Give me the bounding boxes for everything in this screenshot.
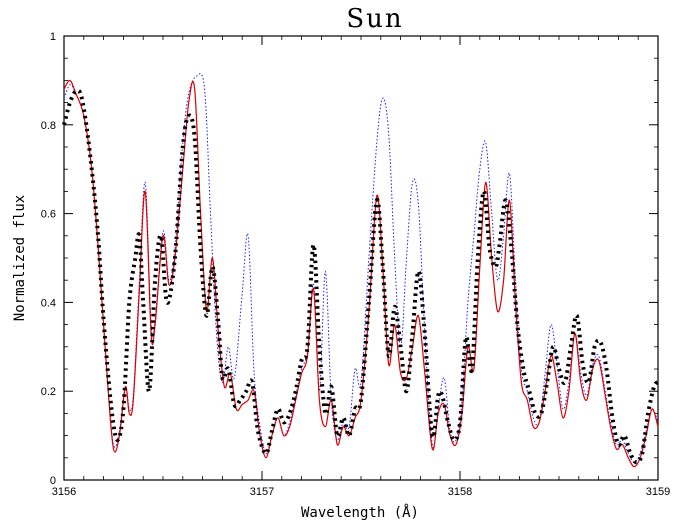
x-axis-title: Wavelength (Å) (301, 504, 419, 521)
y-tick-label: 0.2 (41, 386, 56, 398)
plot-frame (63, 35, 659, 481)
y-tick-label: 0.8 (41, 120, 56, 132)
chart-title: Sun (346, 4, 403, 34)
x-tick-label: 3156 (52, 486, 76, 498)
y-axis-title: Normalized flux (12, 195, 28, 321)
y-tick-label: 0.6 (41, 209, 56, 221)
series-layer (62, 73, 660, 468)
axis-tick-labels: 3156 3157 3158 3159 0 0.2 0.4 0.6 0.8 1 (41, 31, 671, 498)
series-red-solid (63, 79, 659, 468)
y-tick-label: 0 (50, 475, 56, 487)
axis-ticks (63, 35, 659, 481)
series-black-dotted (62, 88, 660, 465)
series-blue-dotted (63, 73, 659, 463)
y-tick-label: 1 (50, 31, 56, 43)
x-tick-label: 3158 (448, 486, 472, 498)
x-tick-label: 3159 (646, 486, 670, 498)
y-tick-label: 0.4 (41, 297, 56, 309)
x-tick-label: 3157 (250, 486, 274, 498)
